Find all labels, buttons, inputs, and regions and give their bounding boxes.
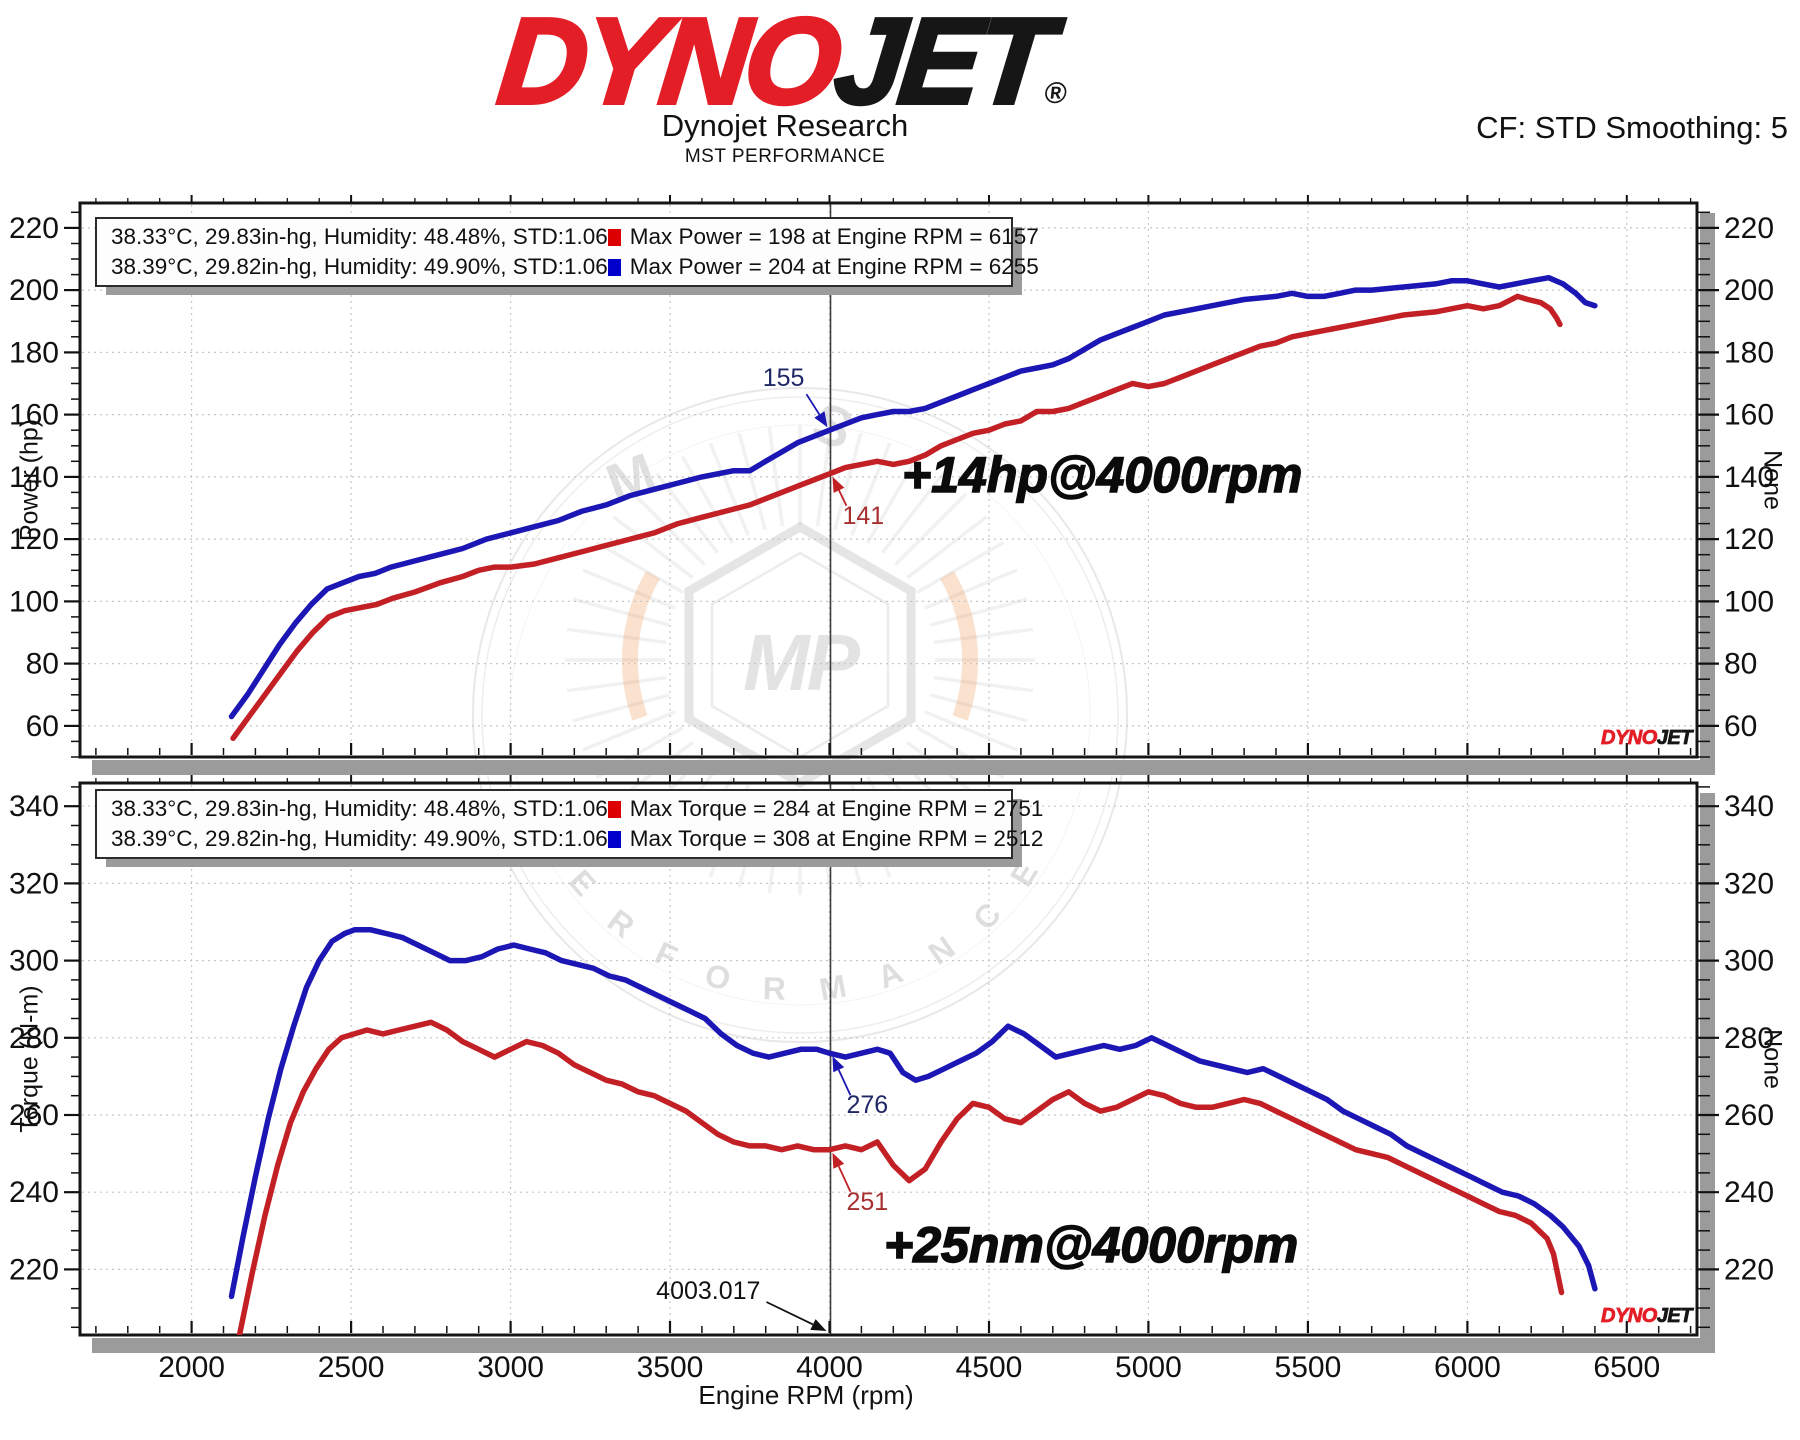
power-gain-note: +14hp@4000rpm <box>901 446 1303 504</box>
torque-baseline-conditions: 38.33°C, 29.83in-hg, Humidity: 48.48%, S… <box>111 796 608 821</box>
svg-text:220: 220 <box>1724 212 1774 245</box>
svg-text:340: 340 <box>9 790 59 823</box>
svg-text:5500: 5500 <box>1275 1351 1342 1384</box>
power-axis-title: Power (hp) <box>15 418 44 542</box>
torque-baseline-max: Max Torque = 284 at Engine RPM = 2751 <box>629 796 1044 821</box>
power-tuned-conditions: 38.39°C, 29.82in-hg, Humidity: 49.90%, S… <box>111 254 608 279</box>
torque-baseline-cursor-value: 251 <box>846 1187 889 1216</box>
svg-text:220: 220 <box>1724 1253 1774 1286</box>
red-series-swatch-icon <box>607 800 621 818</box>
power-legend-box: 38.33°C, 29.83in-hg, Humidity: 48.48%, S… <box>95 217 1039 287</box>
svg-text:200: 200 <box>1724 274 1774 307</box>
baseline-torque-curve <box>236 1019 1565 1335</box>
svg-text:120: 120 <box>1724 523 1774 556</box>
torque-tuned-max: Max Torque = 308 at Engine RPM = 2512 <box>629 826 1044 851</box>
corner-logo-dyno: DYNO <box>1601 727 1658 750</box>
svg-text:220: 220 <box>9 1253 59 1286</box>
svg-text:240: 240 <box>1724 1176 1774 1209</box>
svg-text:220: 220 <box>9 212 59 245</box>
power-tuned-max: Max Power = 204 at Engine RPM = 6255 <box>629 254 1039 279</box>
svg-text:300: 300 <box>1724 945 1774 978</box>
tuned-power-curve <box>228 274 1598 720</box>
svg-text:MP: MP <box>743 618 861 707</box>
power-tuned-cursor-value: 155 <box>762 364 805 393</box>
svg-text:200: 200 <box>9 274 59 307</box>
dynojet-corner-logo: DYNOJET <box>1600 1305 1693 1328</box>
svg-text:100: 100 <box>1724 585 1774 618</box>
svg-text:280: 280 <box>9 1022 59 1055</box>
torque-right-axis-title: None <box>1758 1029 1787 1089</box>
power-legend-row-baseline: 38.33°C, 29.83in-hg, Humidity: 48.48%, S… <box>111 222 1039 252</box>
corner-logo-jet: JET <box>1656 1305 1692 1328</box>
corner-logo-jet: JET <box>1656 727 1692 750</box>
corner-logo-dyno: DYNO <box>1601 1305 1658 1328</box>
svg-text:80: 80 <box>26 648 59 681</box>
torque-gain-note: +25nm@4000rpm <box>883 1216 1299 1274</box>
svg-text:240: 240 <box>9 1176 59 1209</box>
svg-text:280: 280 <box>1724 1022 1774 1055</box>
svg-text:160: 160 <box>1724 399 1774 432</box>
power-baseline-max: Max Power = 198 at Engine RPM = 6157 <box>629 224 1039 249</box>
power-right-axis-title: None <box>1758 450 1787 510</box>
svg-text:180: 180 <box>1724 336 1774 369</box>
correction-factor-label: CF: STD Smoothing: 5 <box>1476 110 1788 145</box>
svg-text:4000: 4000 <box>796 1351 863 1384</box>
svg-text:3500: 3500 <box>637 1351 704 1384</box>
blue-series-swatch-icon <box>607 258 621 276</box>
svg-text:340: 340 <box>1724 790 1774 823</box>
svg-text:140: 140 <box>9 461 59 494</box>
svg-text:80: 80 <box>1724 648 1757 681</box>
svg-text:6000: 6000 <box>1434 1351 1501 1384</box>
svg-text:320: 320 <box>1724 867 1774 900</box>
power-chart: 60 60 80 80 100 100 120 120 140 140 160 160 180 180 20… <box>9 195 1774 775</box>
svg-text:260: 260 <box>1724 1099 1774 1132</box>
power-baseline-conditions: 38.33°C, 29.83in-hg, Humidity: 48.48%, S… <box>111 224 608 249</box>
torque-chart: 220 220 240 240 260 260 280 280 300 300 320 320 340 3… <box>9 775 1774 1384</box>
svg-text:60: 60 <box>26 710 59 743</box>
torque-legend-box: 38.33°C, 29.83in-hg, Humidity: 48.48%, S… <box>95 789 1043 859</box>
svg-text:320: 320 <box>9 867 59 900</box>
svg-text:3000: 3000 <box>477 1351 544 1384</box>
svg-text:60: 60 <box>1724 710 1757 743</box>
svg-text:2500: 2500 <box>318 1351 385 1384</box>
shop-name: MST PERFORMANCE <box>684 146 886 167</box>
power-baseline-cursor-value: 141 <box>842 501 885 530</box>
svg-text:2000: 2000 <box>158 1351 225 1384</box>
svg-text:260: 260 <box>9 1099 59 1132</box>
red-series-swatch-icon <box>607 228 621 246</box>
registered-trademark-icon: ® <box>1042 77 1069 110</box>
torque-axis-title: Torque (N-m) <box>15 985 44 1133</box>
torque-tuned-conditions: 38.39°C, 29.82in-hg, Humidity: 49.90%, S… <box>111 826 608 851</box>
cursor-rpm-value: 4003.017 <box>656 1277 761 1305</box>
tuned-torque-curve <box>228 926 1598 1300</box>
blue-series-swatch-icon <box>607 830 621 848</box>
svg-text:300: 300 <box>9 945 59 978</box>
torque-legend-row-tuned: 38.39°C, 29.82in-hg, Humidity: 49.90%, S… <box>111 824 1043 854</box>
svg-text:140: 140 <box>1724 461 1774 494</box>
svg-text:100: 100 <box>9 585 59 618</box>
svg-text:120: 120 <box>9 523 59 556</box>
baseline-power-curve <box>230 293 1563 742</box>
power-legend-row-tuned: 38.39°C, 29.82in-hg, Humidity: 49.90%, S… <box>111 252 1039 282</box>
svg-text:180: 180 <box>9 336 59 369</box>
rpm-axis-title: Engine RPM (rpm) <box>698 1380 914 1410</box>
torque-tuned-cursor-value: 276 <box>846 1091 889 1120</box>
svg-text:4500: 4500 <box>956 1351 1023 1384</box>
dynojet-logo: DYNOJET® <box>491 0 1076 131</box>
svg-text:160: 160 <box>9 399 59 432</box>
dynojet-corner-logo: DYNOJET <box>1600 727 1693 750</box>
svg-text:5000: 5000 <box>1115 1351 1182 1384</box>
report-subtitle: Dynojet Research <box>661 108 909 143</box>
torque-legend-row-baseline: 38.33°C, 29.83in-hg, Humidity: 48.48%, S… <box>111 794 1043 824</box>
svg-text:6500: 6500 <box>1593 1351 1660 1384</box>
